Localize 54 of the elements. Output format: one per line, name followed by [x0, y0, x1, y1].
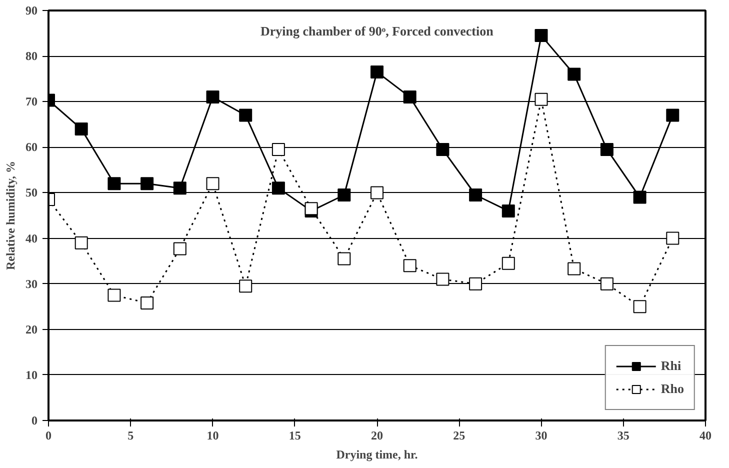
- y-tick-label: 40: [26, 231, 38, 246]
- point: [436, 142, 450, 156]
- point: [534, 29, 548, 42]
- point: [239, 108, 252, 122]
- point: [272, 182, 285, 195]
- point: [469, 188, 482, 202]
- point: [666, 232, 680, 245]
- y-tick-label: 80: [26, 49, 38, 64]
- point: [206, 177, 220, 190]
- legend-label: Rho: [660, 381, 684, 397]
- point: [534, 92, 548, 106]
- x-tick-label: 5: [128, 428, 134, 442]
- point: [173, 182, 186, 195]
- x-axis-title: Drying time, hr.: [336, 448, 418, 462]
- y-tick-label: 30: [26, 276, 38, 291]
- x-tick-label: 35: [617, 428, 630, 442]
- y-tick-label: 70: [26, 94, 38, 109]
- x-tick-label: 40: [700, 428, 712, 442]
- point: [206, 90, 220, 104]
- x-tick-label: 10: [206, 428, 219, 442]
- x-tick-label: 25: [453, 428, 466, 442]
- point: [568, 262, 581, 276]
- y-tick-label: 0: [32, 414, 38, 428]
- point: [239, 280, 252, 293]
- legend-label: Rhi: [660, 358, 682, 374]
- y-axis-title: Relative humidity, %: [4, 160, 18, 270]
- text: Drying chamber of 90ᵒ, Forced convection: [260, 24, 494, 38]
- point: [108, 177, 121, 190]
- point: [436, 272, 450, 286]
- point: [370, 66, 384, 78]
- point: [140, 177, 154, 190]
- y-tick-label: 10: [26, 368, 38, 382]
- point: [633, 190, 646, 204]
- x-tick-label: 30: [535, 428, 548, 442]
- x-tick-label: 0: [46, 428, 52, 442]
- point: [403, 90, 416, 104]
- point: [600, 142, 614, 156]
- point: [74, 236, 88, 250]
- y-tick-label: 90: [26, 4, 38, 18]
- point: [338, 252, 351, 266]
- point: [74, 122, 88, 136]
- point: [600, 277, 614, 290]
- x-tick-label: 15: [288, 428, 301, 442]
- y-tick-label: 60: [26, 140, 38, 154]
- point: [502, 204, 515, 218]
- point: [568, 68, 581, 81]
- point: [666, 108, 680, 122]
- point: [469, 277, 482, 290]
- point: [633, 300, 646, 314]
- point: [173, 242, 186, 256]
- y-tick-label: 20: [26, 322, 38, 336]
- y-tick-label: 50: [26, 186, 38, 200]
- point: [338, 188, 351, 202]
- x-tick-label: 20: [371, 428, 383, 442]
